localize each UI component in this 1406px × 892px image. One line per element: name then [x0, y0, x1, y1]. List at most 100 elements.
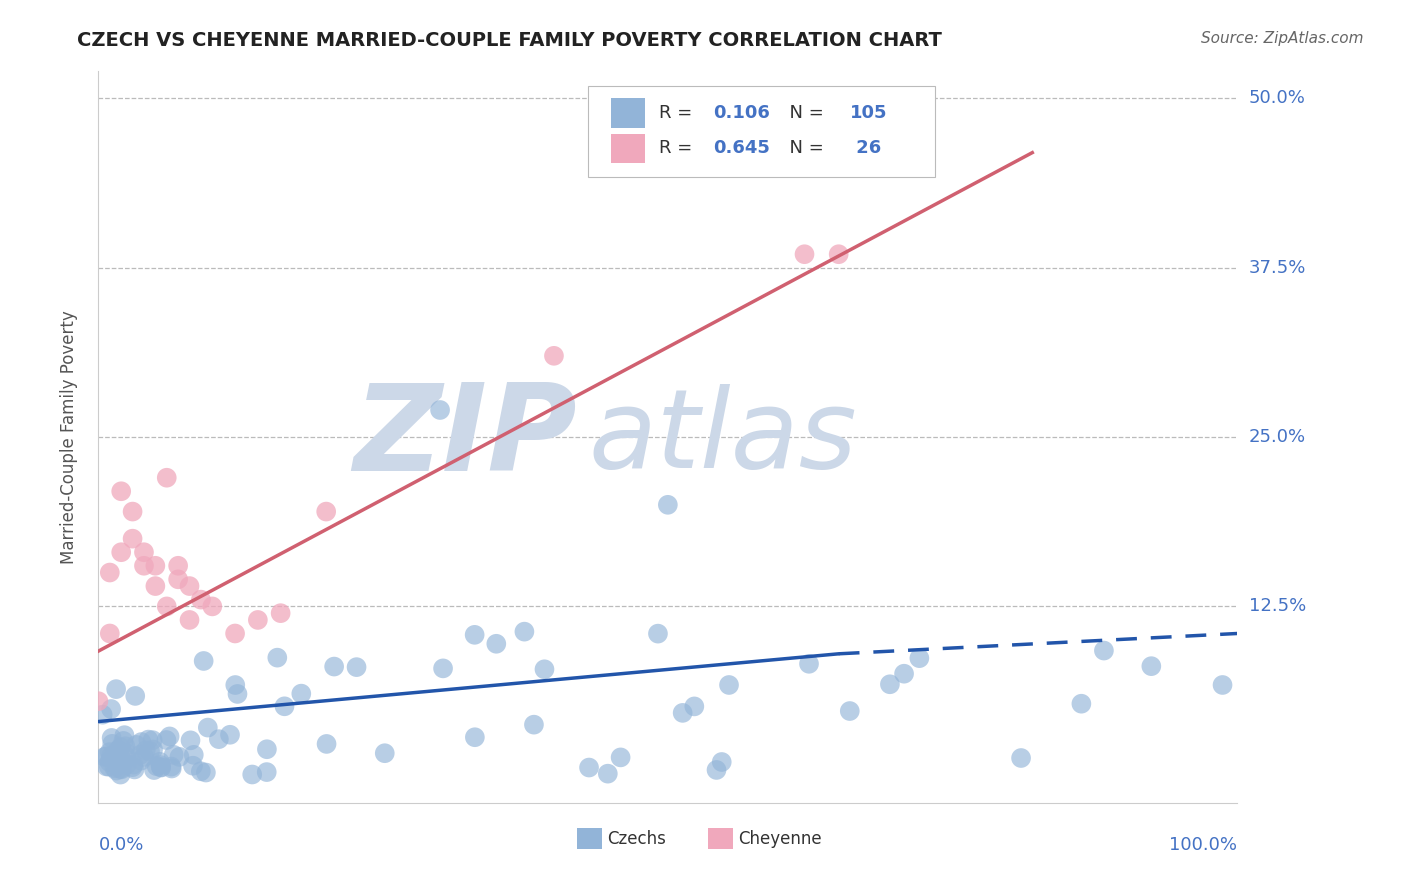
Point	[129, 754, 152, 768]
FancyBboxPatch shape	[612, 134, 645, 163]
Point	[98, 626, 121, 640]
Point	[513, 624, 536, 639]
Point	[828, 247, 851, 261]
Text: Source: ZipAtlas.com: Source: ZipAtlas.com	[1201, 31, 1364, 46]
Y-axis label: Married-Couple Family Poverty: Married-Couple Family Poverty	[59, 310, 77, 564]
Point	[124, 763, 146, 777]
Point	[718, 678, 741, 692]
Point	[167, 558, 190, 573]
Point	[485, 637, 508, 651]
Point	[115, 746, 138, 760]
Point	[111, 756, 134, 770]
Point	[150, 760, 173, 774]
Point	[110, 484, 132, 499]
Point	[1140, 659, 1163, 673]
Point	[1070, 697, 1092, 711]
Point	[135, 743, 157, 757]
Point	[98, 566, 121, 580]
Point	[110, 756, 132, 771]
Text: 105: 105	[851, 104, 887, 122]
Text: Czechs: Czechs	[607, 830, 666, 847]
Point	[180, 733, 202, 747]
Point	[879, 677, 901, 691]
Point	[672, 706, 695, 720]
Point	[112, 734, 135, 748]
Point	[149, 755, 172, 769]
Point	[91, 707, 114, 722]
Point	[110, 767, 132, 781]
Point	[1010, 751, 1032, 765]
FancyBboxPatch shape	[576, 829, 602, 849]
Text: 0.106: 0.106	[713, 104, 770, 122]
Point	[149, 760, 172, 774]
Point	[167, 572, 190, 586]
Point	[194, 765, 217, 780]
Point	[647, 626, 669, 640]
Point	[138, 732, 160, 747]
Point	[145, 759, 167, 773]
Point	[121, 532, 143, 546]
Point	[219, 728, 242, 742]
Point	[273, 699, 295, 714]
Point	[797, 657, 820, 671]
Point	[290, 687, 312, 701]
Point	[464, 730, 486, 744]
FancyBboxPatch shape	[588, 86, 935, 178]
Point	[134, 750, 156, 764]
Point	[98, 745, 121, 759]
Point	[323, 659, 346, 673]
Point	[609, 750, 631, 764]
Point	[97, 759, 120, 773]
Point	[159, 730, 181, 744]
Point	[657, 498, 679, 512]
Text: 26: 26	[851, 139, 882, 157]
FancyBboxPatch shape	[707, 829, 733, 849]
Point	[160, 759, 183, 773]
Point	[578, 760, 600, 774]
Point	[190, 764, 212, 779]
Point	[93, 750, 115, 764]
Point	[115, 757, 138, 772]
Text: N =: N =	[779, 139, 830, 157]
Point	[103, 761, 125, 775]
Point	[110, 545, 132, 559]
Point	[121, 760, 143, 774]
Point	[432, 661, 454, 675]
Point	[838, 704, 860, 718]
Point	[224, 678, 246, 692]
Point	[683, 699, 706, 714]
Point	[98, 755, 121, 769]
Point	[179, 613, 201, 627]
Point	[543, 349, 565, 363]
Point	[246, 613, 269, 627]
Point	[132, 545, 155, 559]
Point	[429, 403, 451, 417]
Point	[710, 755, 733, 769]
Text: R =: R =	[659, 139, 697, 157]
Point	[256, 765, 278, 780]
Point	[464, 628, 486, 642]
Point	[110, 740, 132, 755]
Point	[270, 606, 292, 620]
FancyBboxPatch shape	[612, 98, 645, 128]
Point	[142, 742, 165, 756]
Text: CZECH VS CHEYENNE MARRIED-COUPLE FAMILY POVERTY CORRELATION CHART: CZECH VS CHEYENNE MARRIED-COUPLE FAMILY …	[77, 31, 942, 50]
Point	[190, 592, 212, 607]
Point	[346, 660, 368, 674]
Point	[893, 666, 915, 681]
Point	[155, 733, 177, 747]
Point	[145, 558, 167, 573]
Point	[110, 762, 132, 776]
Point	[149, 758, 172, 772]
Point	[201, 599, 224, 614]
Point	[315, 737, 337, 751]
Point	[129, 747, 152, 762]
Point	[122, 757, 145, 772]
Point	[266, 650, 288, 665]
Text: 100.0%: 100.0%	[1170, 836, 1237, 854]
Text: 0.0%: 0.0%	[98, 836, 143, 854]
Point	[596, 766, 619, 780]
Point	[256, 742, 278, 756]
Point	[706, 763, 728, 777]
Point	[169, 750, 191, 764]
